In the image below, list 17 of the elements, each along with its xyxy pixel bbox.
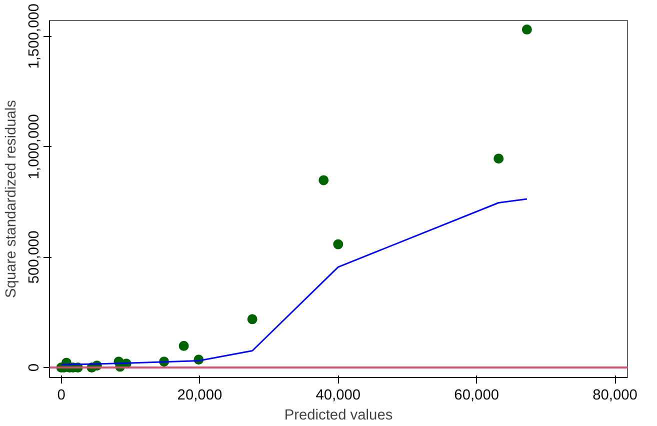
y-tick-label: 0 — [26, 363, 42, 372]
x-tick-label: 60,000 — [454, 388, 500, 404]
point — [494, 154, 504, 164]
y-axis-title: Square standardized residuals — [4, 100, 20, 298]
x-tick-label: 40,000 — [316, 388, 361, 404]
x-tick-label: 20,000 — [177, 388, 222, 404]
point — [178, 340, 189, 351]
point — [333, 239, 344, 250]
y-tick-label: 500,000 — [26, 230, 42, 284]
point — [522, 24, 532, 35]
x-tick-label: 0 — [57, 388, 66, 404]
point — [318, 175, 329, 186]
x-axis-title: Predicted values — [284, 408, 393, 424]
y-tick-label: 1,000,000 — [26, 114, 42, 180]
y-tick-label: 1,500,000 — [26, 4, 42, 69]
x-tick-label: 80,000 — [592, 388, 638, 404]
point — [247, 314, 258, 324]
